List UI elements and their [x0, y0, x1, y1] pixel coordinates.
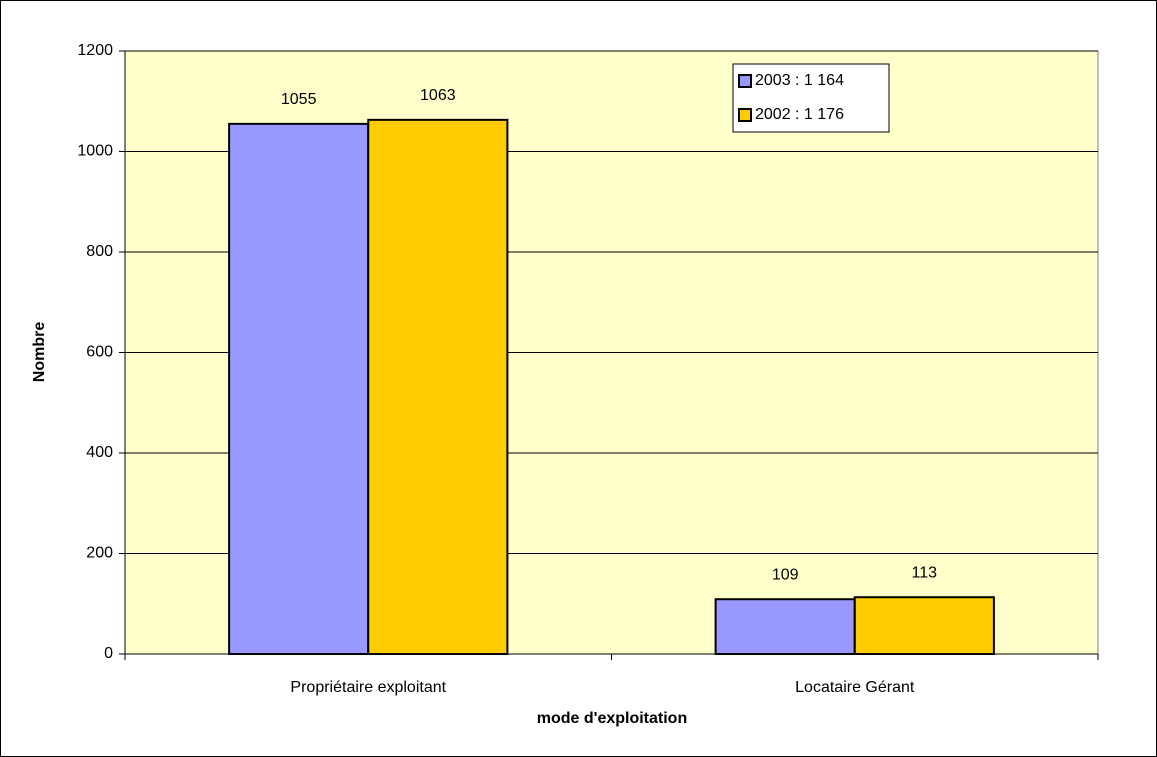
- legend-box: [732, 63, 890, 133]
- y-tick-label: 600: [86, 344, 113, 361]
- data-label: 1055: [281, 91, 317, 108]
- y-axis-title: Nombre: [31, 322, 48, 383]
- bar: [228, 122, 370, 656]
- bar: [367, 118, 509, 655]
- y-tick-label: 400: [86, 444, 113, 461]
- data-label: 109: [772, 566, 799, 583]
- y-tick-label: 0: [104, 645, 113, 662]
- data-label: 1063: [420, 87, 456, 104]
- y-tick-label: 1200: [77, 42, 113, 59]
- y-tick-label: 1000: [77, 143, 113, 160]
- x-tick-label: Propriétaire exploitant: [290, 679, 446, 696]
- legend-label: 2003 : 1 164: [755, 72, 844, 89]
- legend-label: 2002 : 1 176: [755, 106, 844, 123]
- y-tick-label: 800: [86, 243, 113, 260]
- bar: [853, 596, 995, 656]
- data-label: 113: [912, 564, 938, 581]
- bar: [714, 598, 856, 655]
- x-axis-title: mode d'exploitation: [537, 710, 687, 727]
- legend-swatch: [738, 74, 752, 88]
- legend-swatch: [738, 108, 752, 122]
- y-tick-label: 200: [86, 545, 113, 562]
- x-tick-label: Locataire Gérant: [795, 679, 915, 696]
